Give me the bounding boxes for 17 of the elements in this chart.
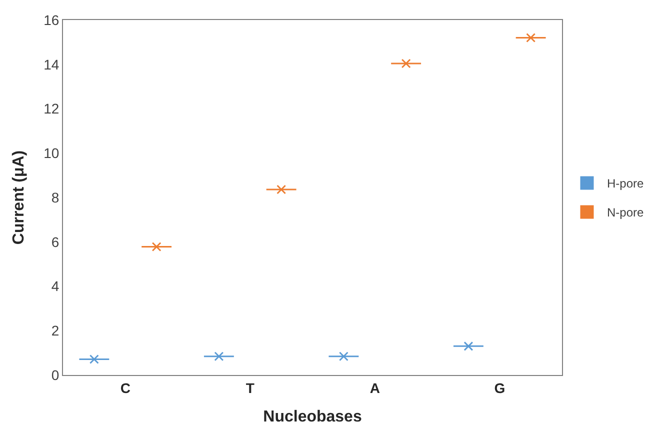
- y-axis-title: Current (μA): [10, 150, 28, 245]
- x-tick-label: T: [246, 380, 255, 396]
- y-tick-label: 2: [51, 322, 60, 339]
- y-tick-label: 4: [51, 278, 60, 294]
- x-tick-label: A: [370, 380, 380, 396]
- x-axis-title: Nucleobases: [263, 408, 362, 426]
- legend-label: H-pore: [606, 176, 644, 191]
- y-tick-label: 0: [51, 366, 60, 383]
- x-tick-label: G: [494, 380, 506, 396]
- y-tick-label: 16: [44, 12, 60, 28]
- x-tick-label: C: [120, 380, 130, 396]
- y-tick-label: 6: [51, 234, 60, 250]
- y-tick-label: 14: [44, 56, 60, 72]
- legend-label: N-pore: [606, 206, 644, 220]
- y-tick-label: 10: [44, 145, 60, 162]
- y-tick-label: 12: [44, 100, 60, 117]
- y-tick-label: 8: [51, 189, 60, 206]
